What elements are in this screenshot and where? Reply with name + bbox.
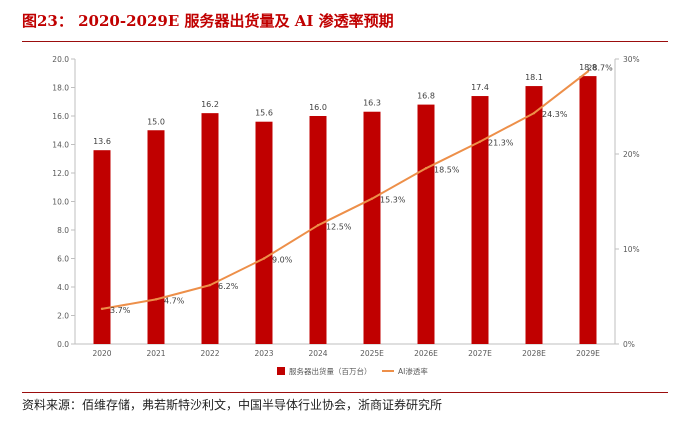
bar-2028E	[525, 86, 543, 344]
ai-penetration-point	[370, 197, 374, 200]
source-divider	[22, 392, 668, 393]
bar-2025E	[363, 111, 381, 344]
bar-value-label: 17.4	[471, 83, 489, 92]
bar-2020	[93, 150, 111, 344]
line-value-label: 9.0%	[272, 256, 293, 265]
legend-line-label: AI渗透率	[398, 366, 428, 376]
x-tick-label: 2027E	[468, 349, 492, 358]
ai-penetration-point	[100, 307, 104, 311]
bar-2024	[309, 116, 327, 344]
y-right-tick-label: 30%	[623, 55, 640, 64]
line-value-label: 4.7%	[164, 296, 185, 305]
bar-2021	[147, 130, 165, 344]
legend-bar-label: 服务器出货量（百万台）	[289, 366, 372, 376]
line-value-label: 15.3%	[380, 196, 406, 205]
ai-penetration-point	[424, 167, 428, 170]
chart: 0.0 2.0 4.0 6.0 8.0 10.0 12.0 14.0 16.0 18.0 20.0 0…	[52, 55, 640, 376]
y-right-tick-label: 10%	[623, 245, 640, 254]
bar-value-label: 18.8	[579, 63, 597, 72]
bar-value-label: 16.0	[309, 103, 327, 112]
bar-value-label: 16.3	[363, 99, 381, 108]
ai-penetration-point	[208, 283, 212, 287]
x-tick-label: 2026E	[414, 349, 438, 358]
y-left-tick-label: 20.0	[52, 55, 69, 64]
bar-2027E	[471, 96, 489, 344]
y-left-tick-label: 6.0	[57, 255, 69, 264]
x-tick-label: 2029E	[576, 349, 600, 358]
bar-2026E	[417, 104, 435, 344]
line-value-label: 24.3%	[542, 110, 568, 119]
bar-2029E	[579, 76, 597, 344]
title-divider	[22, 41, 668, 42]
ai-penetration-point	[262, 257, 266, 260]
line-value-label: 3.7%	[110, 306, 131, 315]
y-right-tick-label: 0%	[623, 340, 635, 349]
line-value-label: 12.5%	[326, 222, 352, 231]
x-tick-label: 2023	[254, 349, 273, 358]
y-left-tick-label: 14.0	[52, 141, 69, 150]
figure-title: 图23： 2020-2029E 服务器出货量及 AI 渗透率预期	[22, 12, 394, 30]
y-left-tick-label: 10.0	[52, 198, 69, 207]
y-left-tick-label: 18.0	[52, 84, 69, 93]
y-left-tick-label: 12.0	[52, 169, 69, 178]
bar-value-label: 15.0	[147, 117, 165, 126]
x-tick-label: 2020	[92, 349, 111, 358]
ai-penetration-point	[532, 111, 536, 115]
y-right-tick-label: 20%	[623, 150, 640, 159]
y-left-tick-label: 8.0	[57, 226, 69, 235]
source-note: 资料来源：佰维存储，弗若斯特沙利文，中国半导体行业协会，浙商证券研究所	[22, 398, 443, 412]
ai-penetration-point	[154, 298, 158, 301]
bar-value-label: 15.6	[255, 109, 273, 118]
y-left-tick-label: 4.0	[57, 283, 69, 292]
line-value-label: 18.5%	[434, 165, 460, 174]
line-value-label: 21.3%	[488, 139, 514, 148]
x-tick-label: 2025E	[360, 349, 384, 358]
bar-2023	[255, 121, 273, 344]
line-value-label: 28.7%	[587, 63, 613, 72]
legend-bar-swatch	[277, 367, 285, 375]
ai-penetration-point	[316, 224, 320, 227]
bar-value-label: 16.8	[417, 92, 435, 101]
x-tick-label: 2028E	[522, 349, 546, 358]
ai-penetration-point	[478, 140, 482, 143]
y-left-tick-label: 16.0	[52, 112, 69, 121]
ai-penetration-point	[586, 70, 590, 73]
line-value-label: 6.2%	[218, 282, 239, 291]
bar-value-label: 16.2	[201, 100, 219, 109]
x-tick-label: 2024	[308, 349, 327, 358]
bar-value-label: 18.1	[525, 73, 543, 82]
ai-penetration-line	[101, 70, 589, 310]
bar-value-label: 13.6	[93, 137, 111, 146]
x-tick-label: 2021	[146, 349, 165, 358]
y-left-tick-label: 2.0	[57, 312, 69, 321]
y-left-tick-label: 0.0	[57, 340, 69, 349]
x-tick-label: 2022	[200, 349, 219, 358]
bar-2022	[201, 113, 219, 345]
